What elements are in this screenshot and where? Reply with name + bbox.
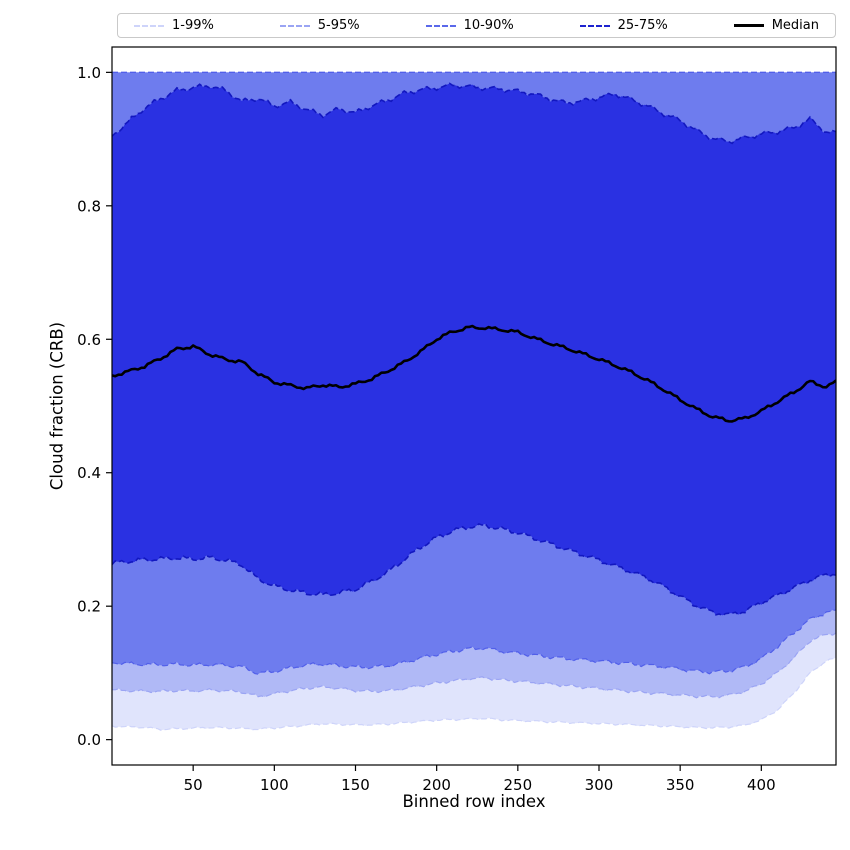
edge-lower-25-75% <box>112 522 836 617</box>
median-line <box>112 324 836 423</box>
x-tick-label: 100 <box>260 776 289 794</box>
legend-label: 10-90% <box>463 18 514 33</box>
y-tick-label: 0.2 <box>77 598 101 616</box>
legend-entry-median: Median <box>733 18 819 33</box>
y-tick-label: 0.8 <box>77 197 101 215</box>
edge-lower-5-95% <box>112 632 836 699</box>
y-tick-label: 0.6 <box>77 331 101 349</box>
x-axis-label: Binned row index <box>402 792 546 811</box>
legend-line-sample <box>279 24 310 27</box>
x-tick-label: 400 <box>747 776 776 794</box>
legend-line-sample <box>579 24 610 27</box>
y-axis-label: Cloud fraction (CRB) <box>47 321 67 491</box>
legend-label: 1-99% <box>172 18 214 33</box>
x-axis-ticks: 50 100 150 200 250 300 350 400 <box>184 765 776 794</box>
legend-line-sample <box>425 24 456 27</box>
legend-entry-5-95-: 5-95% <box>279 18 360 33</box>
x-tick-label: 150 <box>341 776 370 794</box>
plot-area <box>112 71 836 731</box>
x-tick-label: 250 <box>504 776 533 794</box>
x-tick-label: 350 <box>666 776 695 794</box>
x-tick-label: 300 <box>585 776 614 794</box>
legend-line-sample <box>134 24 164 27</box>
legend-entry-10-90-: 10-90% <box>425 18 514 33</box>
axes-frame <box>111 46 837 766</box>
edge-upper-25-75% <box>112 82 836 145</box>
x-tick-label: 200 <box>422 776 451 794</box>
legend-label: 5-95% <box>317 18 360 33</box>
legend-entry-1-99-: 1-99% <box>134 18 214 33</box>
y-tick-label: 0.4 <box>77 464 101 482</box>
edge-lower-1-99% <box>112 657 836 731</box>
y-tick-label: 1.0 <box>77 64 101 82</box>
legend-entry-25-75-: 25-75% <box>579 18 668 33</box>
legend-label: 25-75% <box>617 18 668 33</box>
legend-label: Median <box>771 18 819 33</box>
legend-line-sample <box>733 24 764 27</box>
edge-lower-10-90% <box>112 609 836 675</box>
x-tick-label: 50 <box>184 776 203 794</box>
legend: 1-99% 5-95% 10-90% 25-75% Median <box>117 13 836 38</box>
y-axis-ticks: 0.0 0.2 0.4 0.6 0.8 1.0 <box>77 64 112 749</box>
y-tick-label: 0.0 <box>77 731 101 749</box>
band-25-75pct <box>112 83 836 616</box>
